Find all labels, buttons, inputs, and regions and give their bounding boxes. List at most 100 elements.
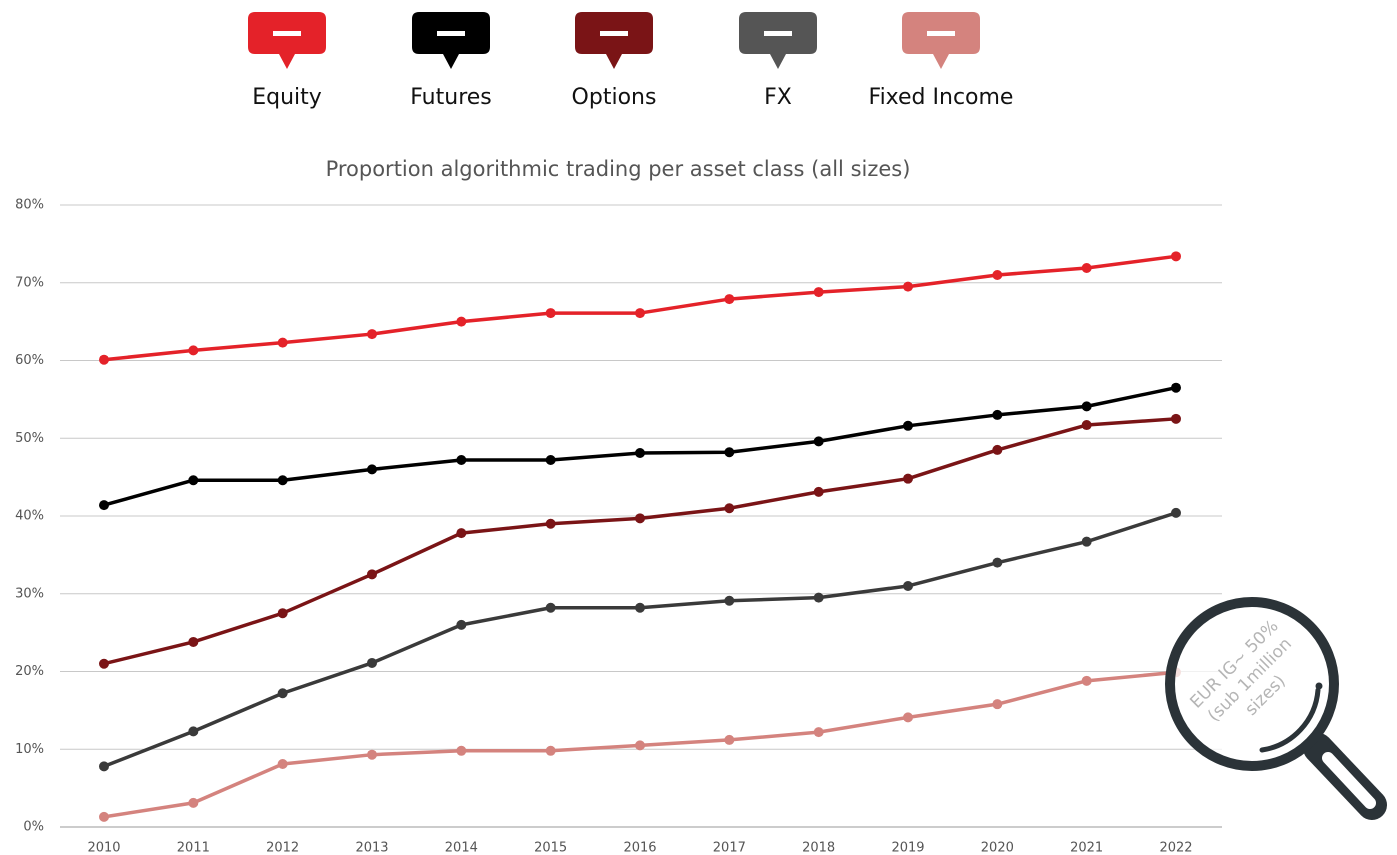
data-point [1171, 507, 1181, 518]
data-point [724, 595, 735, 606]
data-point [188, 797, 199, 808]
data-point [903, 580, 913, 591]
x-tick-label: 2022 [1159, 841, 1192, 855]
legend-label: Options [572, 85, 657, 110]
data-point [1171, 413, 1181, 424]
y-tick-label: 70% [15, 275, 44, 290]
data-point [367, 329, 377, 340]
legend-swatch [739, 12, 817, 69]
data-point [724, 447, 735, 458]
data-point [545, 518, 556, 529]
data-point [188, 726, 199, 737]
data-point [903, 473, 913, 484]
legend-label: Futures [410, 85, 492, 110]
y-tick-label: 40% [15, 509, 44, 524]
legend-label: Fixed Income [869, 85, 1014, 110]
data-point [724, 734, 735, 745]
data-point [1171, 251, 1181, 262]
legend-swatch [902, 12, 980, 69]
legend-dash [927, 31, 955, 36]
data-point [277, 475, 288, 486]
data-point [545, 745, 556, 756]
data-point [724, 503, 735, 514]
data-point [367, 569, 377, 580]
data-point [188, 636, 199, 647]
data-point [277, 608, 288, 619]
data-point [903, 281, 913, 292]
data-point [188, 475, 199, 486]
data-point [545, 308, 556, 319]
series-line [103, 254, 1177, 362]
x-tick-label: 2016 [623, 841, 656, 855]
data-point [635, 740, 645, 751]
data-point [367, 749, 377, 760]
legend-label: Equity [252, 85, 322, 110]
data-point [813, 486, 824, 497]
legend-dash [273, 31, 301, 36]
data-point [456, 455, 467, 466]
y-tick-label: 50% [15, 431, 44, 446]
data-point [99, 500, 109, 511]
y-tick-label: 80% [15, 198, 44, 213]
data-point [635, 448, 645, 459]
legend-swatch [248, 12, 326, 69]
x-tick-label: 2019 [891, 841, 924, 855]
y-tick-label: 0% [23, 820, 44, 835]
data-point [992, 699, 1003, 710]
data-point [635, 602, 645, 613]
legend-label: FX [764, 85, 792, 110]
data-point [992, 557, 1003, 568]
data-point [367, 464, 377, 475]
data-point [1081, 401, 1092, 412]
data-point [99, 354, 109, 365]
x-tick-label: 2014 [445, 841, 478, 855]
data-point [813, 436, 824, 447]
data-point [99, 658, 109, 669]
data-point [1171, 382, 1181, 393]
magnifier-handle-inner [1322, 752, 1376, 809]
y-tick-label: 10% [15, 742, 44, 757]
data-point [99, 811, 109, 822]
data-point [277, 337, 288, 348]
chart-title: Proportion algorithmic trading per asset… [326, 157, 911, 181]
legend-dash [764, 31, 792, 36]
x-tick-label: 2012 [266, 841, 299, 855]
data-point [724, 294, 735, 305]
data-point [456, 619, 467, 630]
x-tick-label: 2015 [534, 841, 567, 855]
y-tick-label: 30% [15, 586, 44, 601]
x-tick-label: 2013 [355, 841, 388, 855]
data-point [813, 592, 824, 603]
data-point [545, 602, 556, 613]
x-tick-label: 2011 [177, 841, 210, 855]
data-point [635, 513, 645, 524]
x-tick-label: 2017 [713, 841, 746, 855]
data-point [1081, 262, 1092, 273]
data-point [1081, 675, 1092, 686]
data-point [188, 345, 199, 356]
legend-swatch [575, 12, 653, 69]
data-point [813, 727, 824, 738]
data-point [367, 657, 377, 668]
series-line [103, 511, 1177, 768]
x-tick-label: 2018 [802, 841, 835, 855]
x-tick-label: 2021 [1070, 841, 1103, 855]
data-point [277, 688, 288, 699]
data-point [456, 745, 467, 756]
y-tick-label: 60% [15, 353, 44, 368]
legend-dash [600, 31, 628, 36]
magnifier-dot [1315, 682, 1323, 690]
data-point [635, 308, 645, 319]
data-point [992, 444, 1003, 455]
data-point [456, 528, 467, 539]
data-point [903, 712, 913, 723]
legend-dash [437, 31, 465, 36]
data-point [545, 455, 556, 466]
data-point [992, 269, 1003, 280]
magnifier-lens [1165, 597, 1339, 771]
data-point [456, 316, 467, 327]
data-point [1081, 420, 1092, 431]
y-tick-label: 20% [15, 664, 44, 679]
x-tick-label: 2020 [981, 841, 1014, 855]
